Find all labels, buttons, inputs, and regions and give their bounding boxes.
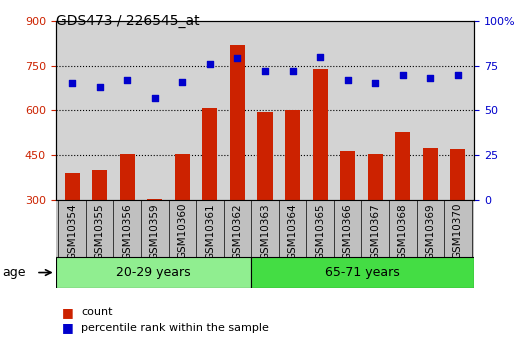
Text: 65-71 years: 65-71 years <box>325 266 400 279</box>
Bar <box>175 154 190 200</box>
Text: ■: ■ <box>62 321 74 334</box>
Bar <box>202 108 217 200</box>
Text: GSM10366: GSM10366 <box>342 203 352 259</box>
Point <box>233 56 242 61</box>
Text: 20-29 years: 20-29 years <box>116 266 191 279</box>
Bar <box>368 154 383 200</box>
Bar <box>65 173 80 200</box>
Point <box>68 81 76 86</box>
Text: GSM10368: GSM10368 <box>398 203 408 259</box>
Text: GSM10365: GSM10365 <box>315 203 325 259</box>
Bar <box>92 170 107 200</box>
Bar <box>56 257 251 288</box>
Point <box>343 77 352 83</box>
Text: GSM10359: GSM10359 <box>150 203 160 259</box>
Text: GSM10355: GSM10355 <box>95 203 105 259</box>
Bar <box>423 148 438 200</box>
Text: age: age <box>3 266 26 279</box>
Point <box>95 84 104 90</box>
Text: GSM10369: GSM10369 <box>425 203 435 259</box>
Bar <box>285 109 300 200</box>
Bar <box>340 151 355 200</box>
Point <box>288 68 297 74</box>
Text: GSM10360: GSM10360 <box>178 203 188 259</box>
Point <box>206 61 214 67</box>
Bar <box>120 154 135 200</box>
Point <box>123 77 131 83</box>
Point <box>261 68 269 74</box>
Text: GSM10367: GSM10367 <box>370 203 380 259</box>
Point <box>399 72 407 77</box>
Bar <box>450 149 465 200</box>
Text: percentile rank within the sample: percentile rank within the sample <box>81 323 269 333</box>
Text: count: count <box>81 307 112 317</box>
Point <box>178 79 187 85</box>
Text: GDS473 / 226545_at: GDS473 / 226545_at <box>56 14 199 28</box>
Text: GSM10354: GSM10354 <box>67 203 77 259</box>
Text: GSM10361: GSM10361 <box>205 203 215 259</box>
Text: GSM10370: GSM10370 <box>453 203 463 259</box>
Point <box>426 75 435 81</box>
Text: GSM10364: GSM10364 <box>288 203 297 259</box>
Text: GSM10363: GSM10363 <box>260 203 270 259</box>
Text: GSM10356: GSM10356 <box>122 203 132 259</box>
Bar <box>147 199 162 200</box>
Point <box>316 54 324 59</box>
Text: GSM10362: GSM10362 <box>233 203 242 259</box>
Point <box>454 72 462 77</box>
Bar <box>258 112 272 200</box>
Point <box>151 95 159 101</box>
Point <box>371 81 379 86</box>
Bar <box>230 45 245 200</box>
Bar <box>395 132 410 200</box>
Bar <box>251 257 474 288</box>
Bar <box>313 69 328 200</box>
Text: ■: ■ <box>62 306 74 319</box>
